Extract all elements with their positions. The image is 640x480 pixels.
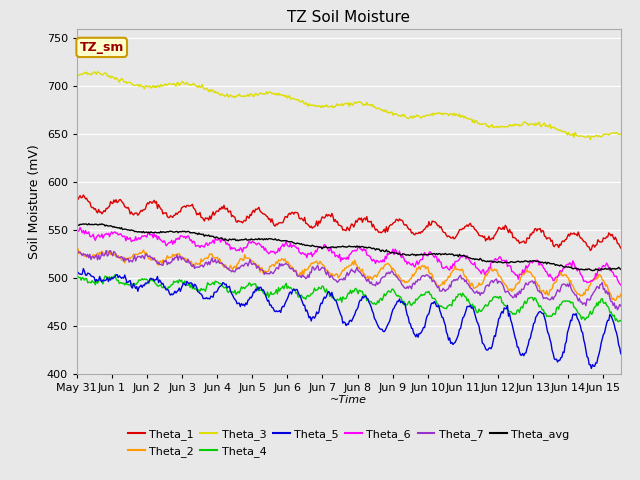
Theta_7 [73, 247, 81, 252]
Theta_5 [369, 308, 376, 314]
Line: Theta_4: Theta_4 [77, 275, 621, 322]
Theta_4 [332, 297, 340, 303]
Theta_1 [336, 223, 344, 228]
Theta_4 [398, 297, 406, 302]
Theta_2 [74, 246, 82, 252]
Theta_avg [336, 244, 344, 250]
Line: Theta_2: Theta_2 [77, 249, 621, 300]
Theta_4 [336, 297, 344, 302]
Theta_6 [520, 270, 527, 276]
Theta_3 [398, 112, 406, 118]
Theta_avg [369, 246, 376, 252]
Theta_5 [398, 299, 406, 304]
Theta_6 [336, 252, 344, 257]
Theta_5 [617, 351, 625, 357]
Y-axis label: Soil Moisture (mV): Soil Moisture (mV) [28, 144, 41, 259]
Theta_5 [79, 266, 87, 272]
Theta_avg [332, 245, 340, 251]
Theta_4 [520, 301, 527, 307]
Theta_3 [336, 102, 344, 108]
Theta_6 [76, 225, 84, 230]
Line: Theta_6: Theta_6 [77, 228, 621, 285]
Theta_2 [398, 277, 406, 283]
Theta_3 [332, 102, 340, 108]
Theta_5 [588, 366, 595, 372]
Theta_1 [520, 238, 527, 244]
Theta_4 [73, 274, 81, 280]
Theta_3 [606, 131, 614, 137]
Theta_6 [398, 255, 406, 261]
Theta_7 [397, 278, 404, 284]
Theta_6 [617, 282, 625, 288]
Theta_6 [332, 252, 340, 258]
Theta_avg [398, 252, 406, 258]
Theta_1 [606, 231, 614, 237]
Theta_3 [93, 69, 101, 74]
Theta_4 [615, 319, 623, 324]
Theta_avg [85, 221, 93, 227]
Theta_1 [398, 217, 406, 223]
Theta_3 [586, 137, 594, 143]
Legend: Theta_1, Theta_2, Theta_3, Theta_4, Theta_5, Theta_6, Theta_7, Theta_avg: Theta_1, Theta_2, Theta_3, Theta_4, Thet… [124, 425, 574, 461]
Line: Theta_avg: Theta_avg [77, 224, 621, 271]
Theta_avg [589, 268, 596, 274]
Line: Theta_1: Theta_1 [77, 195, 621, 251]
Theta_1 [73, 197, 81, 203]
Theta_6 [605, 265, 612, 271]
Theta_2 [73, 247, 81, 252]
Theta_5 [336, 308, 344, 314]
Theta_5 [520, 353, 527, 359]
Theta_avg [520, 259, 527, 264]
X-axis label: ~Time: ~Time [330, 395, 367, 405]
Line: Theta_5: Theta_5 [77, 269, 621, 369]
Theta_4 [605, 305, 612, 311]
Theta_7 [604, 291, 612, 297]
Theta_6 [369, 258, 376, 264]
Theta_7 [617, 303, 625, 309]
Theta_1 [617, 245, 625, 251]
Theta_2 [617, 291, 625, 297]
Text: TZ_sm: TZ_sm [79, 41, 124, 54]
Theta_7 [335, 278, 342, 284]
Theta_3 [73, 71, 81, 77]
Theta_avg [606, 265, 614, 271]
Theta_6 [73, 230, 81, 236]
Theta_2 [605, 288, 612, 294]
Theta_7 [519, 287, 527, 292]
Theta_1 [586, 248, 594, 253]
Theta_4 [617, 318, 625, 324]
Theta_2 [520, 272, 527, 277]
Theta_avg [73, 222, 81, 228]
Theta_2 [611, 298, 619, 303]
Theta_4 [369, 300, 376, 306]
Theta_5 [73, 270, 81, 276]
Theta_1 [79, 192, 87, 198]
Theta_2 [369, 276, 376, 282]
Theta_7 [614, 307, 621, 312]
Theta_3 [520, 120, 527, 125]
Theta_3 [369, 101, 376, 107]
Theta_2 [332, 271, 340, 276]
Theta_1 [332, 219, 340, 225]
Line: Theta_7: Theta_7 [77, 250, 621, 310]
Theta_7 [367, 279, 375, 285]
Theta_5 [332, 298, 340, 304]
Line: Theta_3: Theta_3 [77, 72, 621, 140]
Theta_avg [617, 266, 625, 272]
Theta_4 [111, 272, 119, 277]
Title: TZ Soil Moisture: TZ Soil Moisture [287, 10, 410, 25]
Theta_5 [606, 312, 614, 317]
Theta_3 [617, 132, 625, 137]
Theta_1 [369, 224, 376, 230]
Theta_7 [332, 277, 339, 283]
Theta_2 [336, 273, 344, 279]
